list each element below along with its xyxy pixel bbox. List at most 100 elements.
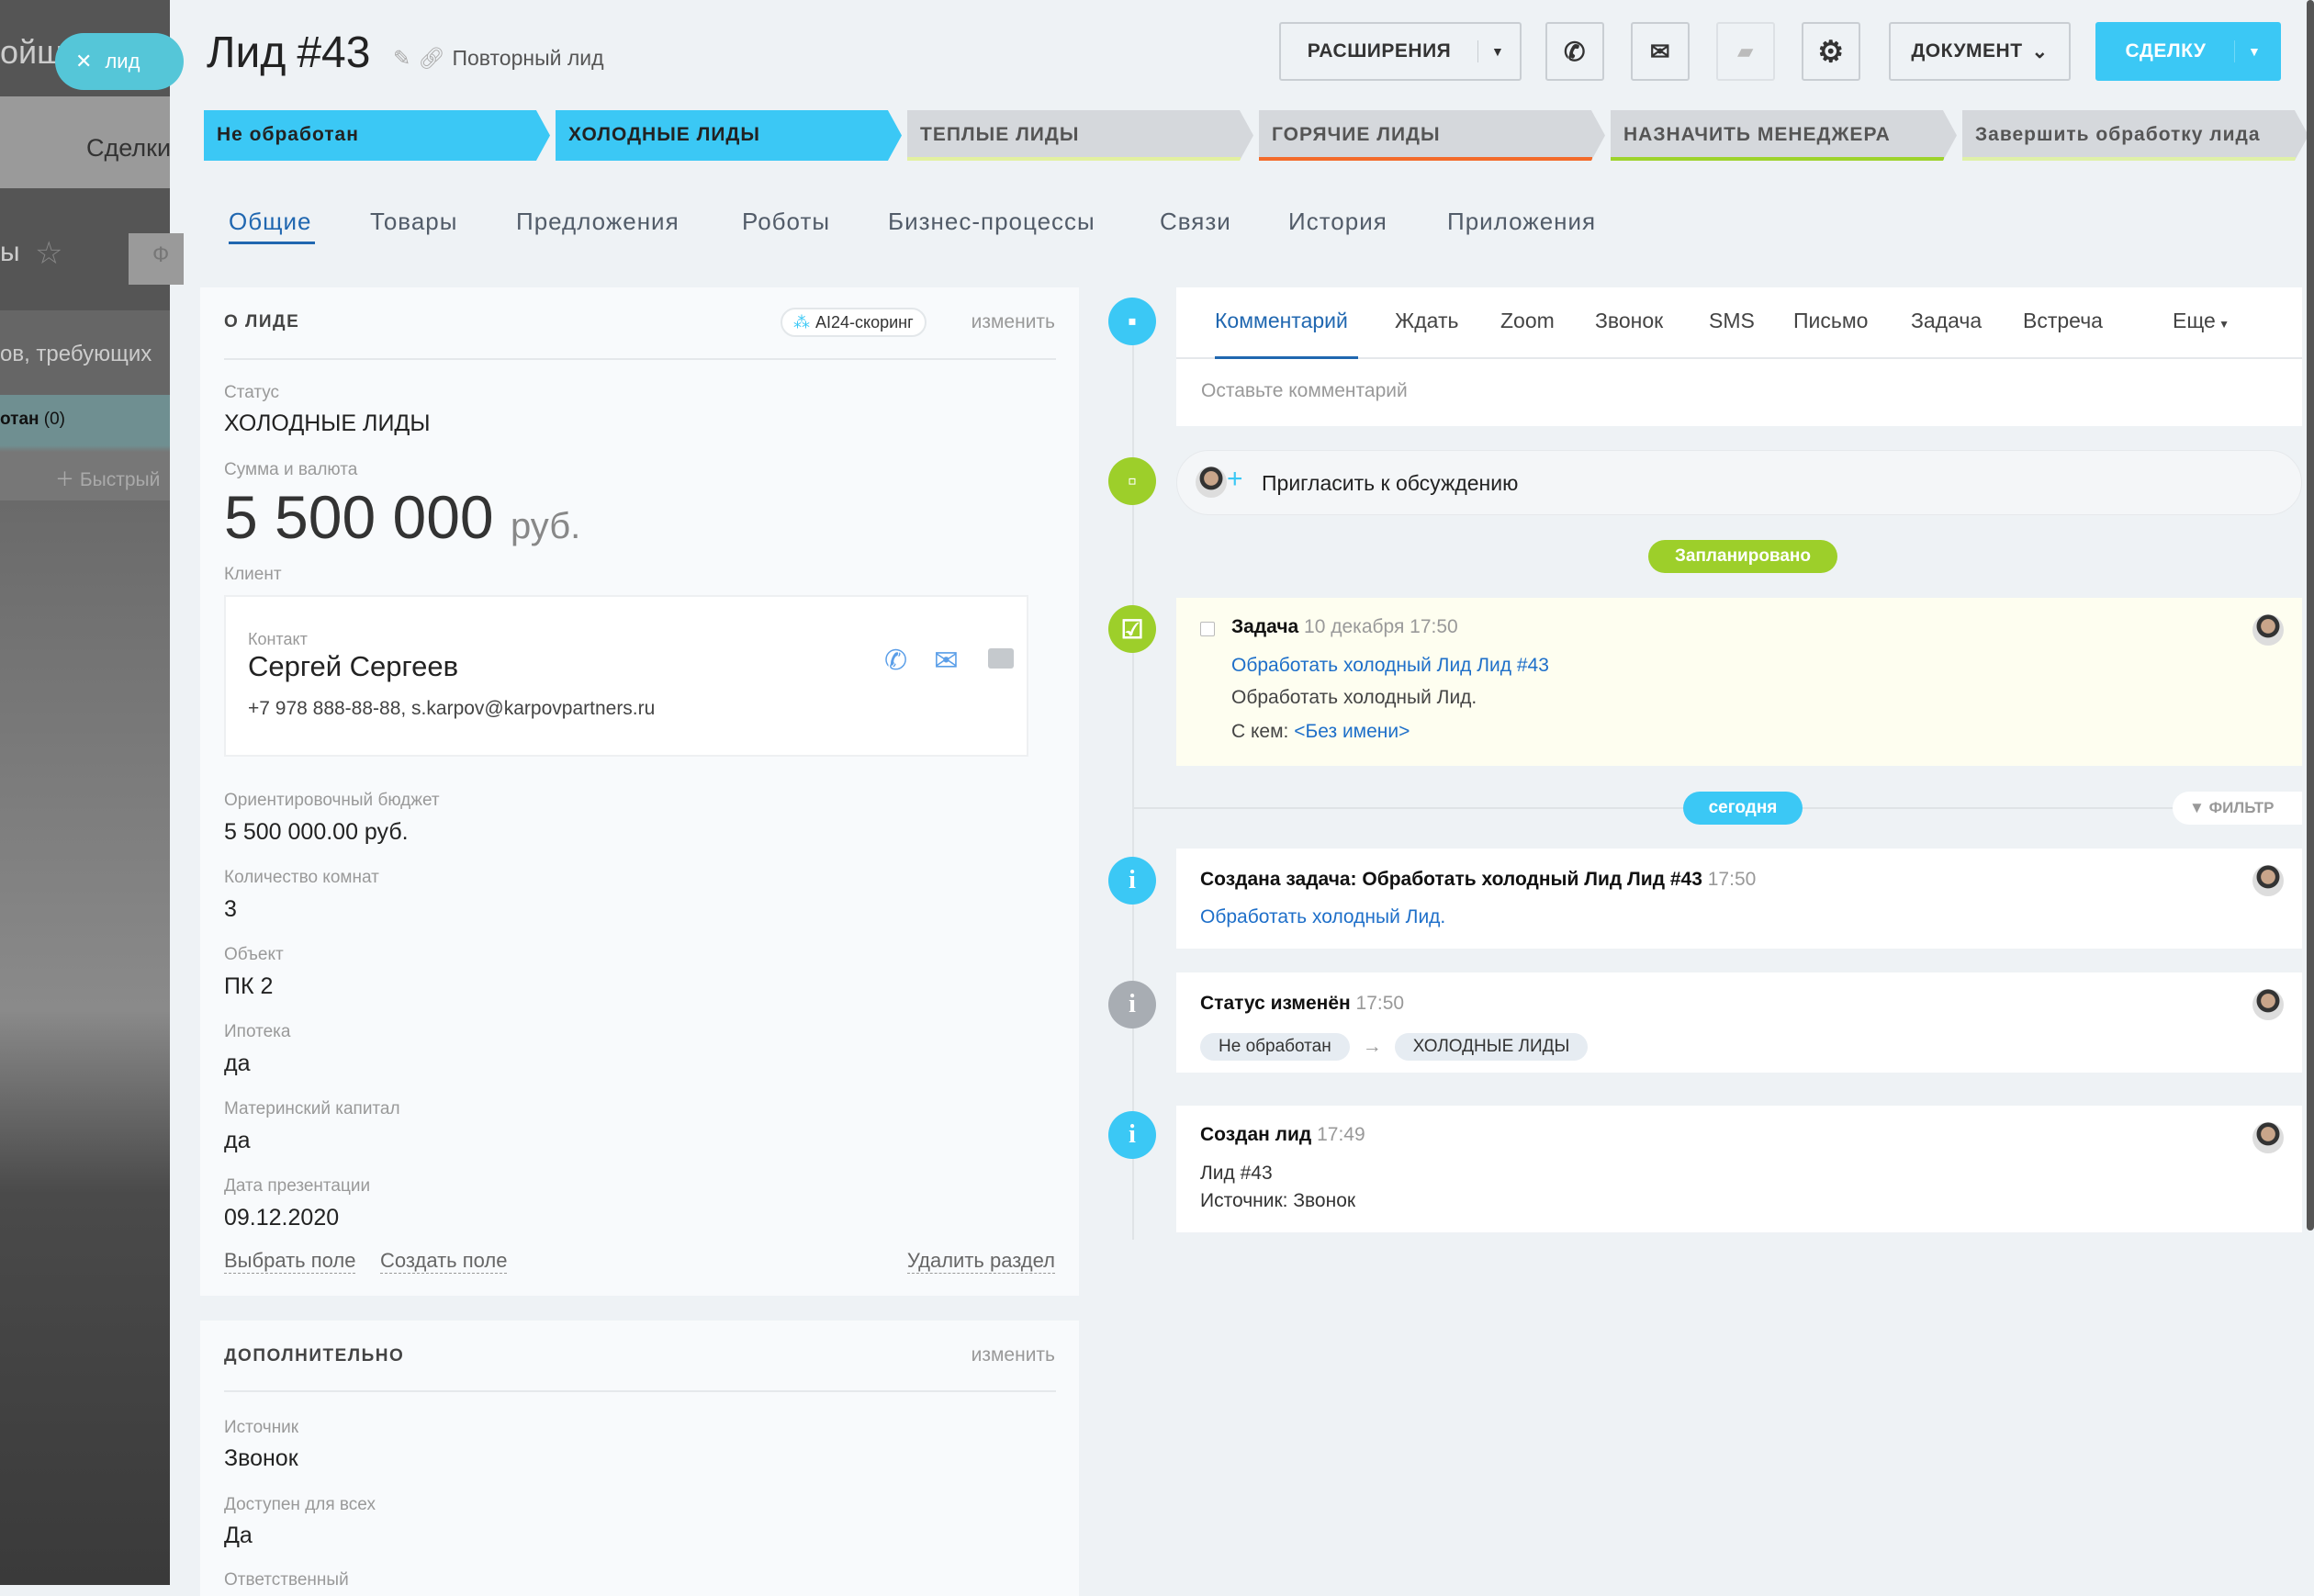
ai-scoring-button[interactable]: ⁂ AI24-скоринг [781, 308, 927, 337]
invite-discussion-button[interactable]: + Пригласить к обсуждению [1176, 450, 2302, 515]
chat-icon[interactable] [988, 648, 1014, 669]
bg-text: ов, требующих [0, 342, 152, 366]
status-change-row: Не обработан → ХОЛОДНЫЕ ЛИДЫ [1200, 1033, 1589, 1061]
activity-tab-1[interactable]: Комментарий [1215, 309, 1348, 333]
activity-tab-label: Встреча [2023, 309, 2103, 332]
field-value[interactable]: 3 [224, 896, 237, 922]
field-value[interactable]: ПК 2 [224, 973, 274, 999]
divider [224, 358, 1056, 360]
avatar [2252, 614, 2284, 646]
edit-section-link[interactable]: изменить [971, 1344, 1055, 1366]
tab-7[interactable]: История [1288, 208, 1387, 235]
tab-8[interactable]: Приложения [1447, 208, 1597, 235]
task-with: С кем: <Без имени> [1231, 721, 1410, 742]
scrollbar[interactable] [2307, 0, 2314, 1231]
avatar [2252, 865, 2284, 896]
field-label: Ипотека [224, 1022, 291, 1041]
contact-name-link[interactable]: Сергей Сергеев [248, 650, 459, 682]
status-from-badge: Не обработан [1200, 1033, 1350, 1061]
invite-label: Пригласить к обсуждению [1262, 471, 1519, 495]
tab-1[interactable]: Общие [229, 208, 312, 235]
contact-info: +7 978 888-88-88, s.karpov@karpovpartner… [248, 698, 656, 719]
activity-tab-label: Комментарий [1215, 309, 1348, 332]
filter-button[interactable]: ▼ ФИЛЬТР [2173, 792, 2302, 825]
stage-1[interactable]: Не обработан [204, 110, 550, 161]
section-title: О ЛИДЕ [224, 312, 300, 332]
select-field-link[interactable]: Выбрать поле [224, 1249, 356, 1274]
comment-icon: ▪ [1108, 298, 1156, 345]
tab-3[interactable]: Предложения [516, 208, 680, 235]
field-label: Дата презентации [224, 1176, 371, 1196]
mail-icon[interactable]: ✉ [934, 644, 959, 677]
activity-tab-4[interactable]: Звонок [1595, 309, 1663, 333]
tab-2[interactable]: Товары [370, 208, 458, 235]
avatar [1196, 466, 1227, 498]
field-label: Количество комнат [224, 868, 379, 887]
comment-input[interactable]: Оставьте комментарий [1201, 380, 1408, 401]
field-value[interactable]: 09.12.2020 [224, 1205, 340, 1231]
stage-3[interactable]: ТЕПЛЫЕ ЛИДЫ [907, 110, 1253, 161]
stage-4[interactable]: ГОРЯЧИЕ ЛИДЫ [1259, 110, 1605, 161]
call-button[interactable]: ✆ [1545, 22, 1604, 81]
task-complete-checkbox[interactable] [1200, 622, 1215, 636]
bg-text: ойщ [0, 33, 64, 71]
phone-icon[interactable]: ✆ [884, 646, 908, 676]
close-slider-button[interactable]: ✕ лид [55, 33, 184, 90]
convert-to-deal-button[interactable]: СДЕЛКУ ▼ [2095, 22, 2281, 81]
edit-section-link[interactable]: изменить [971, 311, 1055, 332]
amount-value[interactable]: 5 500 000 руб. [224, 483, 581, 551]
close-icon: ✕ [75, 50, 93, 73]
event-link[interactable]: Обработать холодный Лид. [1200, 906, 1446, 927]
activity-tab-5[interactable]: SMS [1709, 309, 1755, 333]
close-label: лид [105, 50, 140, 73]
caret-down-icon[interactable]: ▼ [2248, 44, 2262, 59]
field-label: Объект [224, 945, 284, 964]
document-button[interactable]: ДОКУМЕНТ ⌄ [1889, 22, 2071, 81]
stage-label: ГОРЯЧИЕ ЛИДЫ [1272, 124, 1441, 145]
field-value[interactable]: 5 500 000.00 руб. [224, 819, 409, 845]
email-button[interactable]: ✉ [1631, 22, 1690, 81]
activity-tab-6[interactable]: Письмо [1793, 309, 1868, 333]
client-contact-box: Контакт Сергей Сергеев +7 978 888-88-88,… [224, 595, 1028, 757]
event-text: Лид #43 [1200, 1163, 1273, 1184]
chat-button[interactable]: ▰ [1716, 22, 1775, 81]
activity-tab-2[interactable]: Ждать [1395, 309, 1458, 333]
info-icon: i [1108, 857, 1156, 905]
status-value[interactable]: ХОЛОДНЫЕ ЛИДЫ [224, 410, 431, 436]
gear-icon: ⚙ [1817, 35, 1845, 68]
planned-badge: Запланировано [1648, 540, 1837, 573]
tab-5[interactable]: Бизнес-процессы [888, 208, 1095, 235]
contact-label: Контакт [248, 630, 308, 648]
field-value[interactable]: Звонок [224, 1445, 298, 1471]
settings-button[interactable]: ⚙ [1802, 22, 1860, 81]
stage-6[interactable]: Завершить обработку лида [1962, 110, 2308, 161]
field-value[interactable]: да [224, 1051, 251, 1076]
task-header: Задача 10 декабря 17:50 [1231, 616, 1458, 637]
activity-tab-label: Ждать [1395, 309, 1459, 332]
active-tab-underline [229, 242, 315, 244]
activity-tab-9[interactable]: Еще ▼ [2173, 309, 2230, 333]
activity-tab-7[interactable]: Задача [1911, 309, 1982, 333]
tab-6[interactable]: Связи [1160, 208, 1231, 235]
tab-4[interactable]: Роботы [742, 208, 831, 235]
timeline-event: Статус изменён 17:50 Не обработан → ХОЛО… [1176, 972, 2302, 1073]
stage-5[interactable]: НАЗНАЧИТЬ МЕНЕДЖЕРА [1611, 110, 1957, 161]
create-field-link[interactable]: Создать поле [380, 1249, 508, 1274]
delete-section-link[interactable]: Удалить раздел [906, 1249, 1055, 1274]
pencil-icon[interactable]: ✎ [393, 46, 411, 70]
extensions-button[interactable]: РАСШИРЕНИЯ ▼ [1279, 22, 1522, 81]
task-item: Задача 10 декабря 17:50 Обработать холод… [1176, 598, 2302, 766]
field-value[interactable]: да [224, 1128, 251, 1153]
stage-color-bar [1962, 157, 2296, 161]
caret-down-icon[interactable]: ▼ [1491, 44, 1505, 59]
activity-tab-8[interactable]: Встреча [2023, 309, 2103, 333]
repeat-lead-label: Повторный лид [452, 46, 604, 70]
stage-2[interactable]: ХОЛОДНЫЕ ЛИДЫ [556, 110, 902, 161]
activity-tab-3[interactable]: Zoom [1500, 309, 1555, 333]
stage-color-bar [1259, 157, 1592, 161]
task-link[interactable]: Обработать холодный Лид Лид #43 [1231, 655, 1549, 676]
field-value[interactable]: Да [224, 1523, 253, 1548]
stage-label: ТЕПЛЫЕ ЛИДЫ [920, 124, 1080, 145]
arrow-right-icon: → [1362, 1036, 1382, 1057]
chat-icon: ▫ [1108, 457, 1156, 505]
